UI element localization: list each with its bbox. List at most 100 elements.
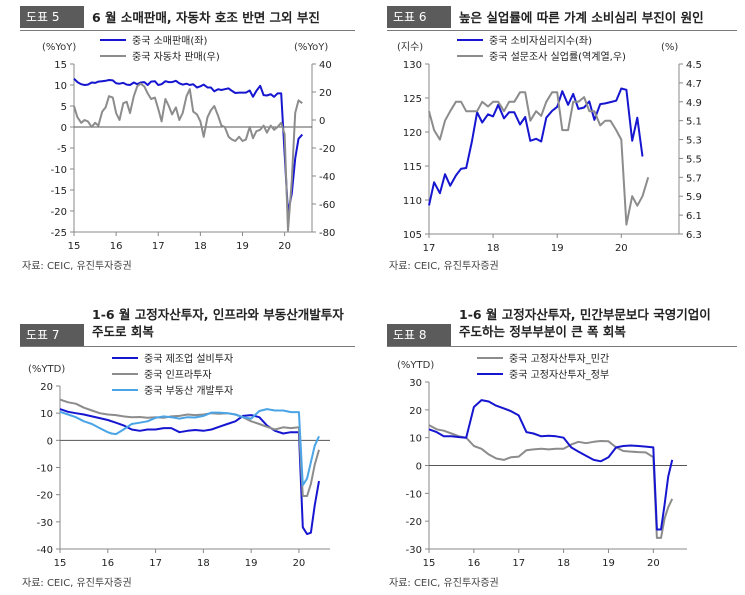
left-tick-label: 115 [403, 162, 422, 173]
figure-tag: 도표 5 [20, 6, 84, 28]
x-tick-label: 15 [54, 558, 67, 569]
x-tick-label: 18 [487, 243, 500, 254]
left-tick-label: 0 [61, 123, 67, 134]
figure-title: 높은 실업률에 따른 가계 소비심리 부진이 원인 [459, 10, 704, 25]
legend-label: 중국 인프라투자 [144, 369, 212, 381]
figure-title: 1-6 월 고정자산투자, 인프라와 부동산개발투자 주도로 회복 [92, 307, 344, 339]
x-tick-label: 17 [149, 558, 162, 569]
figure-tag: 도표 7 [20, 324, 84, 346]
right-tick-label: 4.7 [686, 79, 702, 90]
right-tick-label: -80 [319, 228, 335, 239]
x-tick-label: 19 [245, 558, 258, 569]
title-rule [387, 30, 737, 31]
x-tick-label: 19 [551, 243, 564, 254]
left-tick-label: 20 [409, 406, 422, 417]
figure-title: 6 월 소매판매, 자동차 호조 반면 그외 부진 [92, 10, 320, 25]
right-axis-unit: (%) [661, 42, 678, 53]
left-tick-label: 20 [40, 382, 53, 393]
left-tick-label: 15 [54, 60, 67, 71]
left-tick-label: 130 [403, 60, 422, 71]
series-line [59, 408, 320, 487]
right-tick-label: 5.7 [686, 173, 702, 184]
figure-title: 1-6 월 고정자산투자, 민간부문보다 국영기업이 주도하는 정부부분이 큰 … [459, 307, 711, 339]
x-tick-label: 18 [557, 558, 570, 569]
left-tick-label: -25 [51, 228, 67, 239]
series-line [59, 398, 320, 497]
left-axis-unit: (지수) [397, 41, 423, 53]
source-note: 자료: CEIC, 유진투자증권 [22, 578, 132, 589]
left-tick-label: -40 [37, 545, 53, 556]
title-rule [20, 30, 355, 31]
chart-figure-6: (지수) (%) 130 125 120 115 110 105 4.5 4.7 4.9 5.1 5.3… [397, 35, 702, 254]
x-tick-label: 20 [615, 243, 628, 254]
left-tick-label: -30 [37, 518, 53, 529]
right-tick-label: 5.5 [686, 154, 702, 165]
x-tick-label: 16 [468, 558, 481, 569]
panel-figure-6: 도표 6 높은 실업률에 따른 가계 소비심리 부진이 원인 (지수) (%) 13… [387, 6, 737, 276]
legend-label: 중국 고정자산투자_민간 [509, 353, 609, 365]
panel-figure-5: 도표 5 6 월 소매판매, 자동차 호조 반면 그외 부진 (%YoY) (%Y… [20, 6, 355, 276]
right-tick-label: 5.3 [686, 136, 702, 147]
x-tick-label: 20 [647, 558, 660, 569]
panel-figure-8: 1-6 월 고정자산투자, 민간부문보다 국영기업이 주도하는 정부부분이 큰 … [387, 306, 737, 591]
legend-label: 중국 소비자심리지수(좌) [489, 35, 592, 47]
left-tick-label: -15 [51, 186, 67, 197]
title-rule [387, 346, 737, 347]
series-line [73, 77, 304, 215]
legend-label: 중국 고정자산투자_정부 [509, 369, 609, 381]
right-tick-label: 6.1 [686, 211, 702, 222]
right-tick-label: 0 [319, 116, 325, 127]
left-tick-label: 0 [416, 462, 422, 473]
left-tick-label: -20 [406, 517, 422, 528]
right-axis-unit: (%YoY) [294, 42, 328, 53]
figure-tag: 도표 6 [387, 6, 451, 28]
source-note: 자료: CEIC, 유진투자증권 [389, 578, 499, 589]
left-axis-unit: (%YTD) [397, 360, 434, 371]
left-tick-label: 10 [40, 409, 53, 420]
legend-label: 중국 제조업 설비투자 [144, 352, 233, 365]
x-tick-label: 15 [68, 241, 81, 252]
x-tick-label: 18 [197, 558, 210, 569]
left-tick-label: -10 [51, 165, 67, 176]
right-tick-label: -60 [319, 200, 335, 211]
left-tick-label: 125 [403, 94, 422, 105]
left-axis-unit: (%YTD) [28, 364, 65, 375]
right-tick-label: -20 [319, 144, 335, 155]
left-tick-label: 105 [403, 230, 422, 241]
chart-figure-5: (%YoY) (%YoY) 15 10 5 0 -5 -10 -15 -20 -25 40 20 0 -20… [42, 35, 335, 252]
left-tick-label: 5 [61, 102, 67, 113]
right-tick-label: 5.9 [686, 192, 702, 203]
source-note: 자료: CEIC, 유진투자증권 [389, 261, 499, 272]
left-tick-label: 110 [403, 196, 422, 207]
left-tick-label: -30 [406, 545, 422, 556]
x-tick-label: 17 [152, 241, 165, 252]
left-tick-label: 10 [409, 434, 422, 445]
left-tick-label: -10 [37, 464, 53, 475]
series-line [428, 399, 674, 531]
right-tick-label: 4.5 [686, 60, 702, 71]
x-tick-label: 19 [602, 558, 615, 569]
right-tick-label: -40 [319, 172, 335, 183]
left-tick-label: 10 [54, 81, 67, 92]
x-tick-label: 20 [293, 558, 306, 569]
right-tick-label: 40 [319, 60, 332, 71]
left-tick-label: -5 [57, 144, 67, 155]
left-axis-unit: (%YoY) [42, 42, 76, 53]
right-tick-label: 6.3 [686, 230, 702, 241]
right-tick-label: 20 [319, 88, 332, 99]
series-line [59, 408, 320, 536]
series-line [428, 87, 644, 206]
series-line [73, 82, 303, 232]
series-line [428, 424, 674, 539]
left-tick-label: 0 [47, 436, 53, 447]
x-tick-label: 18 [194, 241, 207, 252]
left-tick-label: 30 [409, 378, 422, 389]
legend-label: 중국 부동산 개발투자 [144, 385, 233, 397]
right-tick-label: 5.1 [686, 117, 702, 128]
left-tick-label: 120 [403, 128, 422, 139]
x-tick-label: 17 [423, 243, 436, 254]
left-tick-label: -20 [37, 491, 53, 502]
panel-figure-7: 1-6 월 고정자산투자, 인프라와 부동산개발투자 주도로 회복 도표 7 (… [20, 306, 355, 591]
legend-label: 중국 소매판매(좌) [132, 35, 207, 47]
